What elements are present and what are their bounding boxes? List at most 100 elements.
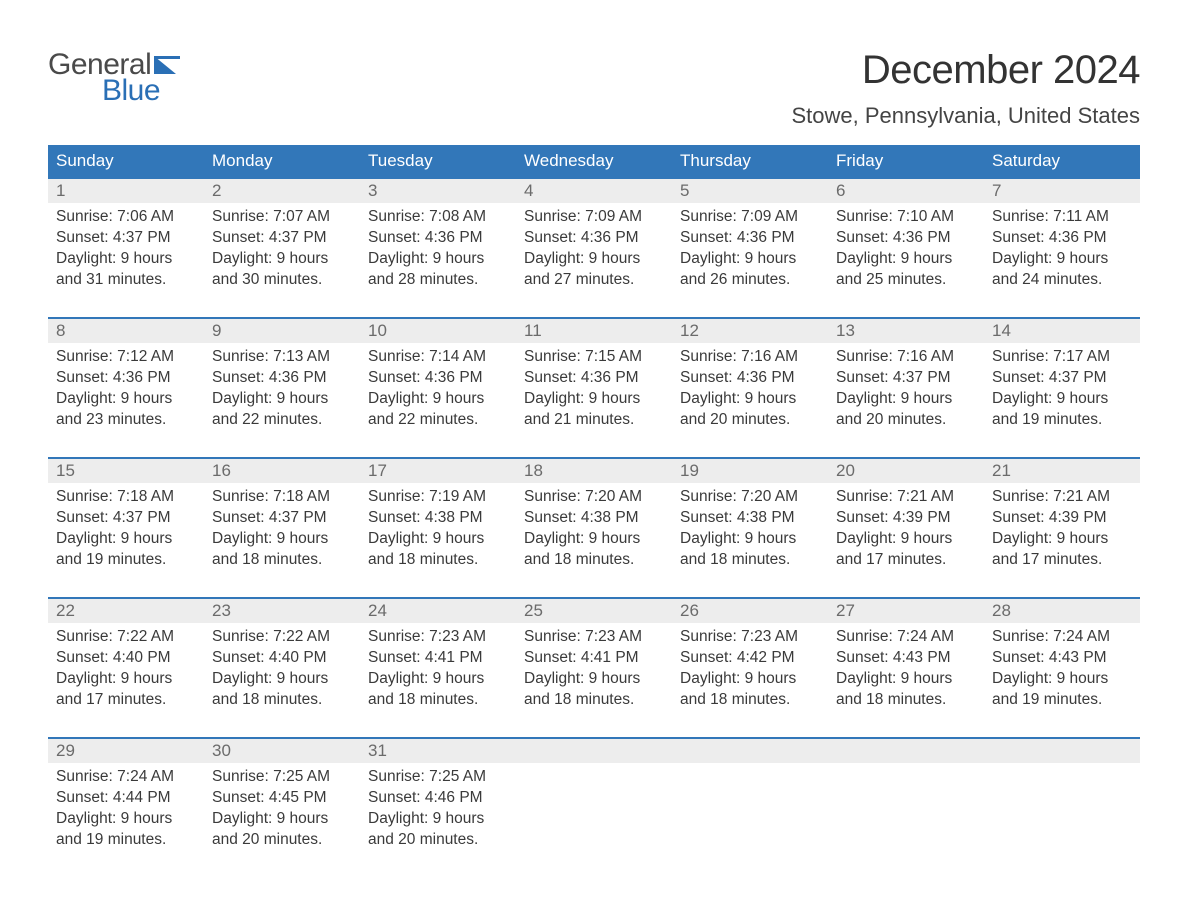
dow-header: Friday: [828, 145, 984, 177]
dow-row: SundayMondayTuesdayWednesdayThursdayFrid…: [48, 145, 1140, 177]
day-number: 15: [48, 459, 204, 483]
sunrise-line: Sunrise: 7:08 AM: [368, 207, 508, 228]
daylight-line2: and 19 minutes.: [992, 690, 1132, 711]
month-title: December 2024: [791, 48, 1140, 93]
daylight-line2: and 18 minutes.: [680, 690, 820, 711]
dow-header: Monday: [204, 145, 360, 177]
daylight-line: Daylight: 9 hours: [212, 249, 352, 270]
sunset-line: Sunset: 4:37 PM: [56, 228, 196, 249]
daylight-line: Daylight: 9 hours: [524, 249, 664, 270]
daylight-line2: and 18 minutes.: [524, 550, 664, 571]
sunset-line: Sunset: 4:40 PM: [212, 648, 352, 669]
day-number: 3: [360, 179, 516, 203]
day-number: 25: [516, 599, 672, 623]
dow-header: Sunday: [48, 145, 204, 177]
daylight-line: Daylight: 9 hours: [836, 249, 976, 270]
day-cell: [672, 763, 828, 855]
daylight-line: Daylight: 9 hours: [368, 809, 508, 830]
day-cell: Sunrise: 7:13 AMSunset: 4:36 PMDaylight:…: [204, 343, 360, 435]
sunrise-line: Sunrise: 7:11 AM: [992, 207, 1132, 228]
week-row: 1234567Sunrise: 7:06 AMSunset: 4:37 PMDa…: [48, 177, 1140, 295]
daylight-line: Daylight: 9 hours: [680, 669, 820, 690]
daylight-line: Daylight: 9 hours: [56, 389, 196, 410]
day-cell: Sunrise: 7:23 AMSunset: 4:41 PMDaylight:…: [516, 623, 672, 715]
sunrise-line: Sunrise: 7:25 AM: [212, 767, 352, 788]
daylight-line: Daylight: 9 hours: [992, 389, 1132, 410]
day-number: 2: [204, 179, 360, 203]
sunrise-line: Sunrise: 7:16 AM: [836, 347, 976, 368]
week-row: 891011121314Sunrise: 7:12 AMSunset: 4:36…: [48, 317, 1140, 435]
sunset-line: Sunset: 4:39 PM: [992, 508, 1132, 529]
sunset-line: Sunset: 4:36 PM: [524, 228, 664, 249]
day-cell: Sunrise: 7:17 AMSunset: 4:37 PMDaylight:…: [984, 343, 1140, 435]
day-cell: Sunrise: 7:09 AMSunset: 4:36 PMDaylight:…: [516, 203, 672, 295]
day-number: 22: [48, 599, 204, 623]
day-cell: Sunrise: 7:19 AMSunset: 4:38 PMDaylight:…: [360, 483, 516, 575]
daylight-line: Daylight: 9 hours: [992, 249, 1132, 270]
daylight-line: Daylight: 9 hours: [56, 249, 196, 270]
daynum-row: 891011121314: [48, 319, 1140, 343]
daynum-row: 15161718192021: [48, 459, 1140, 483]
day-number: 23: [204, 599, 360, 623]
daylight-line: Daylight: 9 hours: [212, 529, 352, 550]
logo: General Blue: [48, 48, 180, 108]
day-cell: Sunrise: 7:25 AMSunset: 4:45 PMDaylight:…: [204, 763, 360, 855]
week-row: 15161718192021Sunrise: 7:18 AMSunset: 4:…: [48, 457, 1140, 575]
sunrise-line: Sunrise: 7:16 AM: [680, 347, 820, 368]
daylight-line: Daylight: 9 hours: [212, 389, 352, 410]
daynum-row: 22232425262728: [48, 599, 1140, 623]
sunrise-line: Sunrise: 7:06 AM: [56, 207, 196, 228]
daylight-line: Daylight: 9 hours: [368, 669, 508, 690]
sunrise-line: Sunrise: 7:20 AM: [680, 487, 820, 508]
day-cell: Sunrise: 7:20 AMSunset: 4:38 PMDaylight:…: [672, 483, 828, 575]
daylight-line2: and 17 minutes.: [836, 550, 976, 571]
day-cell: Sunrise: 7:11 AMSunset: 4:36 PMDaylight:…: [984, 203, 1140, 295]
daylight-line: Daylight: 9 hours: [524, 669, 664, 690]
day-cell: Sunrise: 7:15 AMSunset: 4:36 PMDaylight:…: [516, 343, 672, 435]
daylight-line: Daylight: 9 hours: [836, 529, 976, 550]
day-number: 18: [516, 459, 672, 483]
daylight-line2: and 18 minutes.: [680, 550, 820, 571]
daylight-line2: and 17 minutes.: [56, 690, 196, 711]
sunrise-line: Sunrise: 7:24 AM: [992, 627, 1132, 648]
location: Stowe, Pennsylvania, United States: [791, 103, 1140, 129]
daylight-line: Daylight: 9 hours: [836, 389, 976, 410]
day-cell: Sunrise: 7:18 AMSunset: 4:37 PMDaylight:…: [48, 483, 204, 575]
day-number: 21: [984, 459, 1140, 483]
day-number: 30: [204, 739, 360, 763]
sunrise-line: Sunrise: 7:25 AM: [368, 767, 508, 788]
daylight-line2: and 24 minutes.: [992, 270, 1132, 291]
daylight-line2: and 28 minutes.: [368, 270, 508, 291]
dow-header: Tuesday: [360, 145, 516, 177]
calendar: SundayMondayTuesdayWednesdayThursdayFrid…: [48, 145, 1140, 855]
title-block: December 2024 Stowe, Pennsylvania, Unite…: [791, 48, 1140, 139]
page-header: General Blue December 2024 Stowe, Pennsy…: [48, 48, 1140, 139]
daylight-line: Daylight: 9 hours: [212, 669, 352, 690]
daylight-line2: and 19 minutes.: [56, 830, 196, 851]
sunset-line: Sunset: 4:41 PM: [524, 648, 664, 669]
day-cell: Sunrise: 7:24 AMSunset: 4:44 PMDaylight:…: [48, 763, 204, 855]
sunset-line: Sunset: 4:43 PM: [992, 648, 1132, 669]
daylight-line: Daylight: 9 hours: [680, 389, 820, 410]
day-number: 14: [984, 319, 1140, 343]
day-number: 12: [672, 319, 828, 343]
daylight-line: Daylight: 9 hours: [368, 529, 508, 550]
day-cell: Sunrise: 7:08 AMSunset: 4:36 PMDaylight:…: [360, 203, 516, 295]
sunset-line: Sunset: 4:38 PM: [680, 508, 820, 529]
day-cell: Sunrise: 7:06 AMSunset: 4:37 PMDaylight:…: [48, 203, 204, 295]
daylight-line: Daylight: 9 hours: [212, 809, 352, 830]
sunrise-line: Sunrise: 7:09 AM: [680, 207, 820, 228]
daylight-line2: and 18 minutes.: [368, 690, 508, 711]
daylight-line: Daylight: 9 hours: [524, 389, 664, 410]
daylight-line2: and 26 minutes.: [680, 270, 820, 291]
sunrise-line: Sunrise: 7:20 AM: [524, 487, 664, 508]
day-number: [516, 739, 672, 763]
daylight-line2: and 19 minutes.: [56, 550, 196, 571]
sunrise-line: Sunrise: 7:22 AM: [212, 627, 352, 648]
day-number: 6: [828, 179, 984, 203]
sunrise-line: Sunrise: 7:10 AM: [836, 207, 976, 228]
sunset-line: Sunset: 4:42 PM: [680, 648, 820, 669]
day-number: [984, 739, 1140, 763]
daylight-line2: and 20 minutes.: [368, 830, 508, 851]
day-cell: Sunrise: 7:24 AMSunset: 4:43 PMDaylight:…: [828, 623, 984, 715]
